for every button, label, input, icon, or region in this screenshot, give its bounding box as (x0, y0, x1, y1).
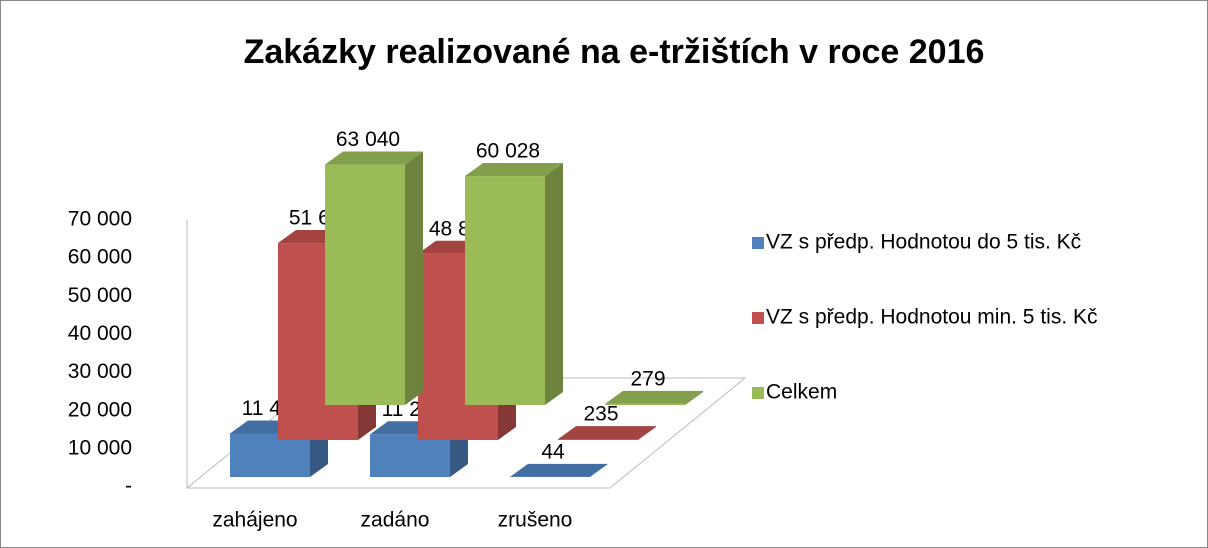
bar-top (558, 426, 656, 440)
y-tick-label: 20 000 (68, 398, 132, 421)
bar-top (510, 463, 608, 477)
legend-swatch (752, 387, 764, 399)
x-tick-label: zahájeno (212, 509, 297, 532)
bar-top (465, 163, 563, 177)
y-tick-label: 40 000 (68, 322, 132, 345)
bar-front (558, 439, 638, 440)
y-tick-label: 60 000 (68, 246, 132, 269)
bar-front (325, 164, 405, 405)
bar-top (325, 151, 423, 165)
y-tick-label: - (125, 475, 132, 498)
data-label: 279 (630, 367, 665, 390)
y-tick-label: 30 000 (68, 360, 132, 383)
bar-side (590, 463, 608, 477)
bar-front (465, 176, 545, 405)
data-label: 60 028 (476, 140, 540, 163)
chart-title: Zakázky realizované na e-tržištích v roc… (244, 33, 985, 71)
y-tick-label: 70 000 (68, 208, 132, 231)
bar-front (605, 403, 685, 405)
legend-swatch (752, 312, 764, 324)
legend-swatch (752, 237, 764, 249)
data-label: 235 (583, 403, 618, 426)
bar-side (405, 151, 423, 405)
bar-side (638, 426, 656, 440)
bar-top (605, 390, 703, 404)
legend-label: Celkem (766, 381, 837, 404)
bar-front (230, 433, 310, 477)
bar-side (685, 390, 703, 405)
data-label: 44 (541, 440, 565, 463)
y-tick-label: 10 000 (68, 436, 132, 459)
bar-side (545, 163, 563, 405)
x-tick-label: zrušeno (498, 509, 573, 532)
floor (185, 377, 747, 489)
x-tick-label: zadáno (361, 509, 430, 532)
y-tick-label: 50 000 (68, 284, 132, 307)
bar-front (370, 434, 450, 477)
data-label: 63 040 (336, 128, 400, 151)
legend-label: VZ s předp. Hodnotou min. 5 tis. Kč (766, 306, 1098, 329)
legend-label: VZ s předp. Hodnotou do 5 tis. Kč (766, 231, 1081, 254)
